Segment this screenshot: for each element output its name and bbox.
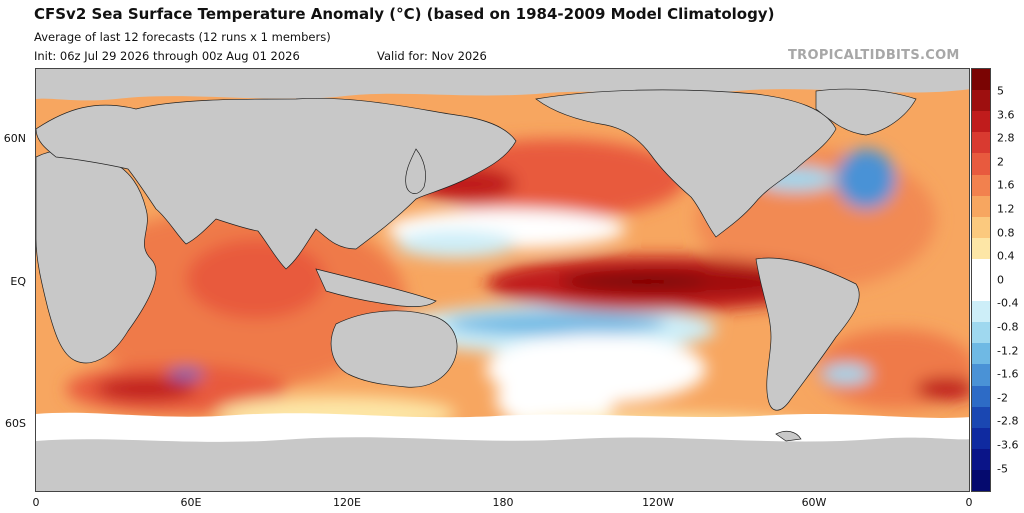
colorbar-label: -3.6 — [997, 438, 1019, 452]
colorbar-segment — [972, 427, 990, 450]
colorbar-segment — [972, 69, 990, 91]
colorbar-segment — [972, 406, 990, 429]
maritime-continent — [315, 268, 437, 307]
colorbar-label: 1.6 — [997, 178, 1015, 192]
greenland-landmass — [815, 88, 917, 136]
sst-anomaly-map — [35, 68, 970, 492]
colorbar-label: -5 — [997, 462, 1008, 476]
map-svg — [36, 69, 969, 491]
continents — [36, 88, 917, 442]
lon-tick-120e: 120E — [333, 496, 361, 509]
arctic-ice — [36, 69, 969, 101]
colorbar-segment — [972, 322, 990, 344]
colorbar-label: 0.8 — [997, 226, 1015, 240]
colorbar-segment — [972, 448, 990, 471]
init-time: Init: 06z Jul 29 2026 through 00z Aug 01… — [34, 49, 300, 63]
antarctic-peninsula — [775, 430, 802, 442]
colorbar-label: 2 — [997, 155, 1004, 169]
colorbar-segment — [972, 111, 990, 133]
north-america-landmass — [535, 89, 837, 238]
colorbar-label: 3.6 — [997, 108, 1015, 122]
antarctica — [36, 437, 969, 491]
colorbar-segment — [972, 364, 990, 386]
colorbar-segment — [972, 385, 990, 408]
colorbar-label: 1.2 — [997, 202, 1015, 216]
lat-tick-60s: 60S — [5, 417, 26, 430]
lat-tick-60n: 60N — [3, 132, 26, 145]
colorbar-label: 0.4 — [997, 249, 1015, 263]
colorbar-segment — [972, 280, 990, 302]
eurasia-landmass — [36, 97, 517, 270]
colorbar-label: -2.8 — [997, 414, 1019, 428]
lon-tick-0-left: 0 — [32, 496, 40, 509]
colorbar-segment — [972, 153, 990, 175]
colorbar-label: -0.8 — [997, 320, 1019, 334]
colorbar-label: -2 — [997, 391, 1008, 405]
colorbar-segment — [972, 469, 990, 492]
map-title: CFSv2 Sea Surface Temperature Anomaly (°… — [34, 5, 775, 23]
lon-tick-60w: 60W — [801, 496, 827, 509]
australia-landmass — [330, 310, 458, 388]
colorbar-segment — [972, 216, 990, 239]
colorbar — [971, 68, 991, 492]
colorbar-segment — [972, 301, 990, 323]
colorbar-segment — [972, 237, 990, 260]
lat-tick-eq: EQ — [10, 275, 26, 288]
lon-tick-0-right: 0 — [965, 496, 973, 509]
colorbar-label: -1.6 — [997, 367, 1019, 381]
colorbar-segment — [972, 90, 990, 112]
japan-landmass — [405, 148, 426, 194]
brand-watermark: TROPICALTIDBITS.COM — [788, 48, 960, 63]
colorbar-segment — [972, 174, 990, 197]
lon-tick-180: 180 — [492, 496, 514, 509]
colorbar-segment — [972, 258, 990, 281]
colorbar-segment — [972, 195, 990, 218]
colorbar-label: -0.4 — [997, 296, 1019, 310]
colorbar-segment — [972, 343, 990, 365]
colorbar-label: -1.2 — [997, 344, 1019, 358]
valid-time: Valid for: Nov 2026 — [377, 49, 487, 63]
map-subtitle: Average of last 12 forecasts (12 runs x … — [34, 30, 331, 44]
colorbar-segment — [972, 132, 990, 154]
colorbar-label: 5 — [997, 84, 1004, 98]
south-america-landmass — [755, 257, 860, 411]
lon-tick-60e: 60E — [180, 496, 202, 509]
colorbar-label: 2.8 — [997, 131, 1015, 145]
colorbar-label: 0 — [997, 273, 1004, 287]
lon-tick-120w: 120W — [642, 496, 674, 509]
